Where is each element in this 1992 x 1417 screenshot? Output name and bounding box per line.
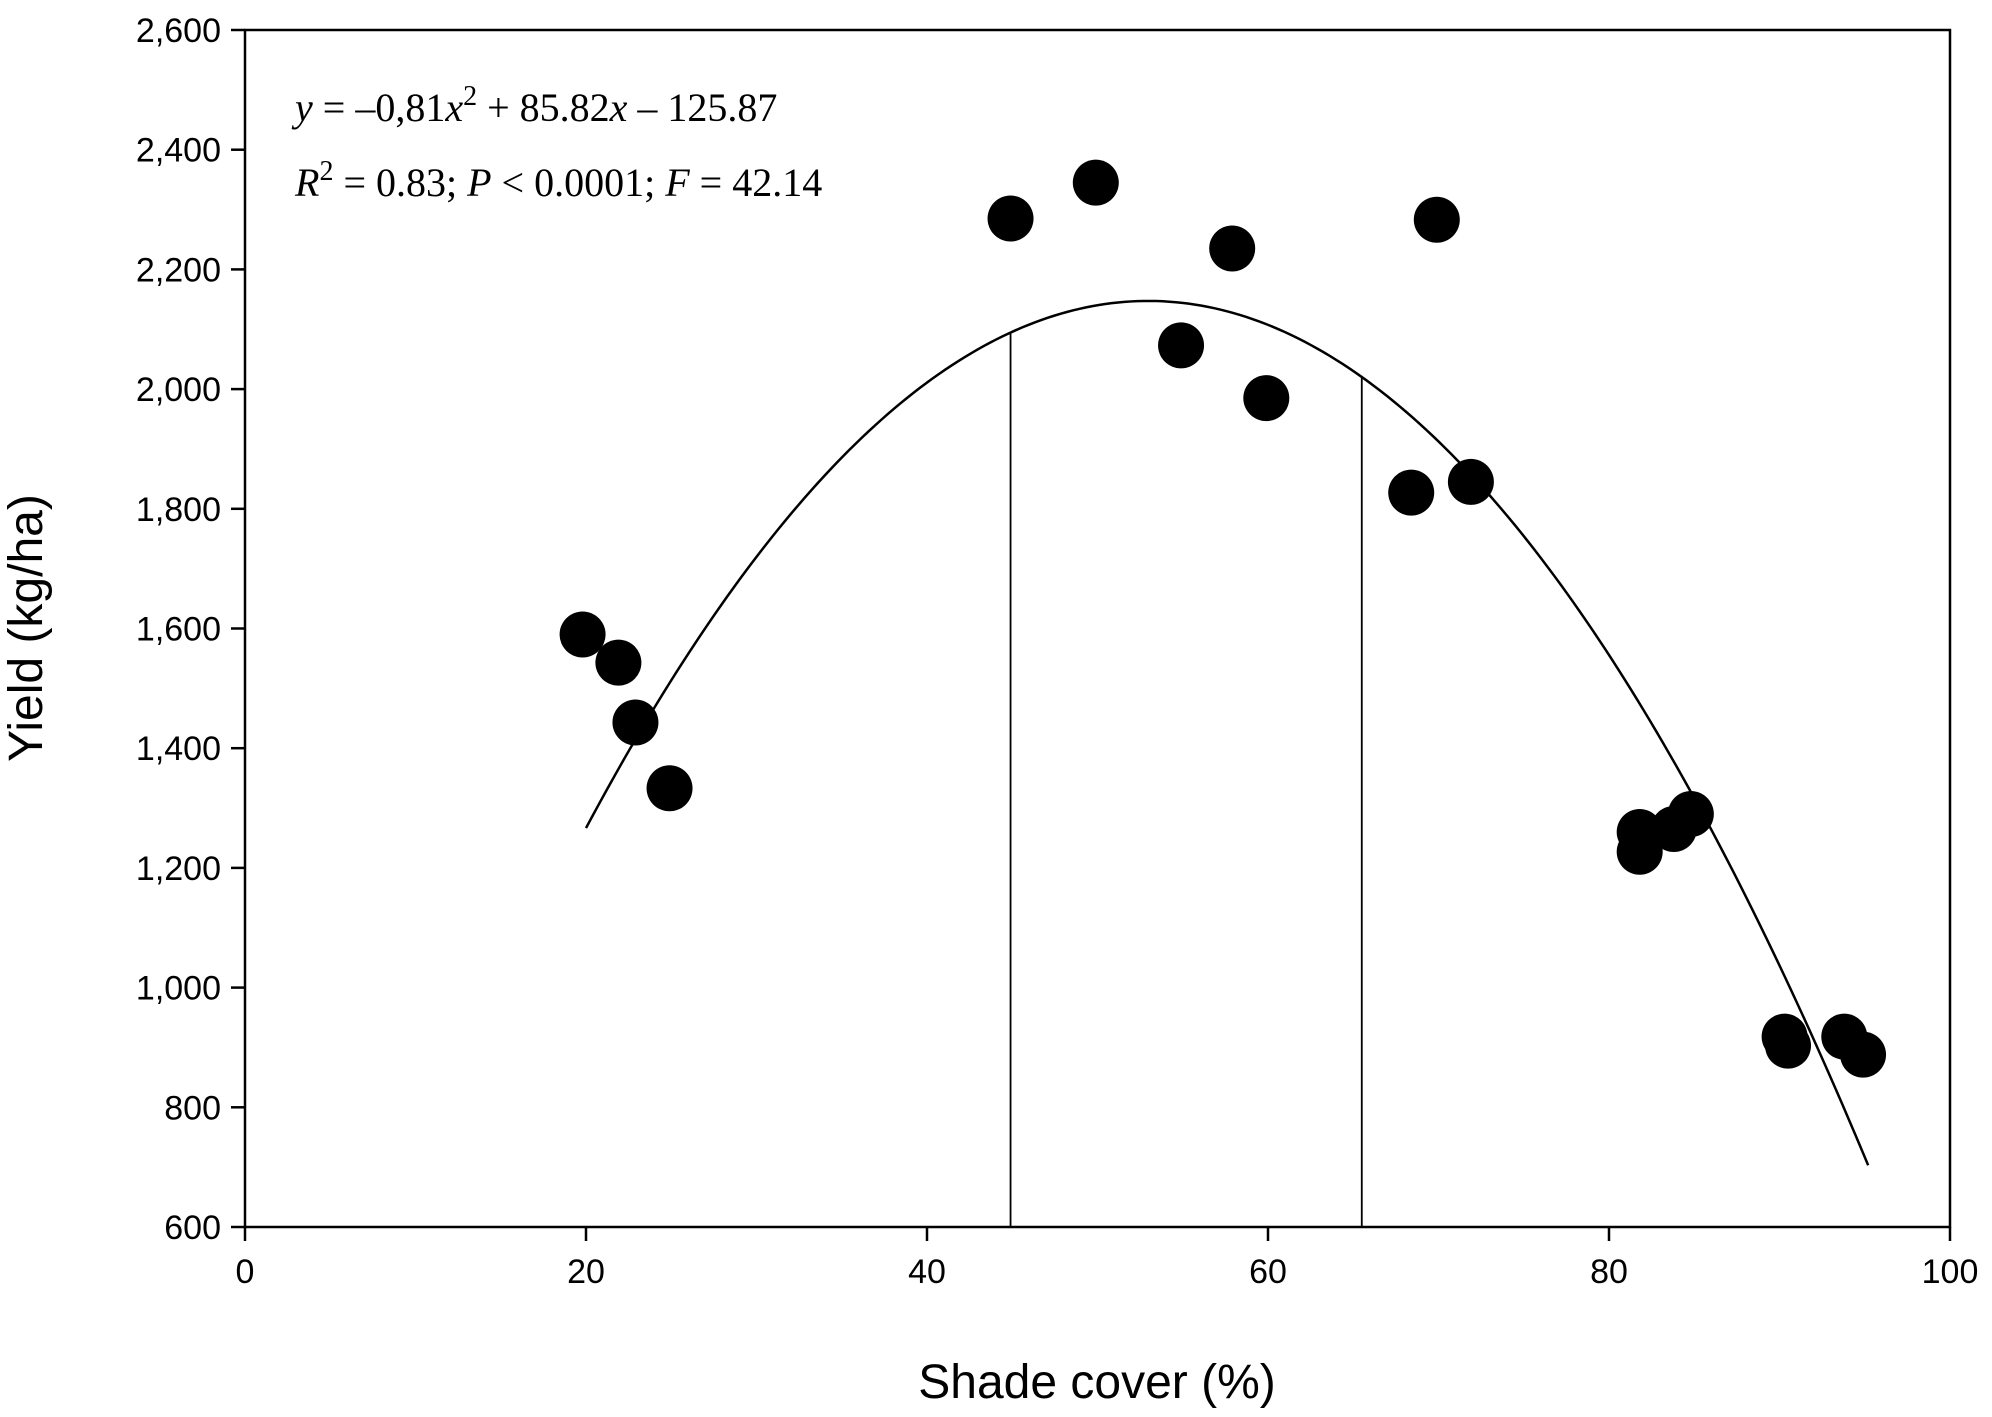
y-tick-label: 1,400 (136, 730, 221, 768)
y-tick-label: 1,000 (136, 970, 221, 1008)
x-tick-label: 40 (908, 1253, 946, 1291)
x-tick-label: 80 (1590, 1253, 1628, 1291)
x-tick-label: 0 (236, 1253, 255, 1291)
data-point (612, 699, 659, 746)
data-point (1158, 322, 1205, 369)
y-tick-label: 2,200 (136, 251, 221, 289)
x-tick-label: 100 (1922, 1253, 1979, 1291)
y-tick-label: 1,800 (136, 491, 221, 529)
reference-lines (1009, 332, 1363, 1227)
y-tick-label: 2,000 (136, 371, 221, 409)
y-axis-ticks: 600 800 1,000 1,200 1,400 1,600 1,800 2,000 2,20… (136, 12, 245, 1247)
data-point (1388, 469, 1435, 516)
data-point (1667, 791, 1714, 838)
y-tick-label: 1,600 (136, 611, 221, 649)
fit-curve (584, 299, 1870, 1166)
y-tick-label: 1,200 (136, 850, 221, 888)
data-point (1840, 1031, 1887, 1078)
data-point (1072, 159, 1119, 206)
scatter-points (559, 159, 1887, 1078)
data-point (1765, 1022, 1812, 1069)
fit-statistics-annotation: R2 = 0.83; P < 0.0001; F = 42.14 (294, 156, 822, 205)
y-tick-label: 600 (164, 1209, 221, 1247)
data-point (595, 639, 642, 686)
y-tick-label: 2,400 (136, 132, 221, 170)
data-point (1413, 196, 1460, 243)
x-axis-ticks: 0 20 40 60 80 100 (236, 1227, 1979, 1291)
fit-layer (584, 299, 1870, 1166)
y-axis-title: Yield (kg/ha) (0, 494, 53, 762)
y-tick-label: 800 (164, 1089, 221, 1127)
data-point (1447, 458, 1494, 505)
data-point (987, 195, 1034, 242)
data-point (1616, 828, 1663, 875)
data-point (646, 765, 693, 812)
x-tick-label: 60 (1249, 1253, 1287, 1291)
equation-annotation: y = –0,81x2 + 85.82x – 125.87 (291, 81, 777, 130)
y-tick-label: 2,600 (136, 12, 221, 50)
data-point (559, 611, 606, 658)
x-tick-label: 20 (567, 1253, 605, 1291)
data-point (1209, 225, 1256, 272)
data-point (1243, 375, 1290, 422)
plot-frame (243, 28, 1952, 1229)
x-axis-title: Shade cover (%) (918, 1356, 1276, 1409)
